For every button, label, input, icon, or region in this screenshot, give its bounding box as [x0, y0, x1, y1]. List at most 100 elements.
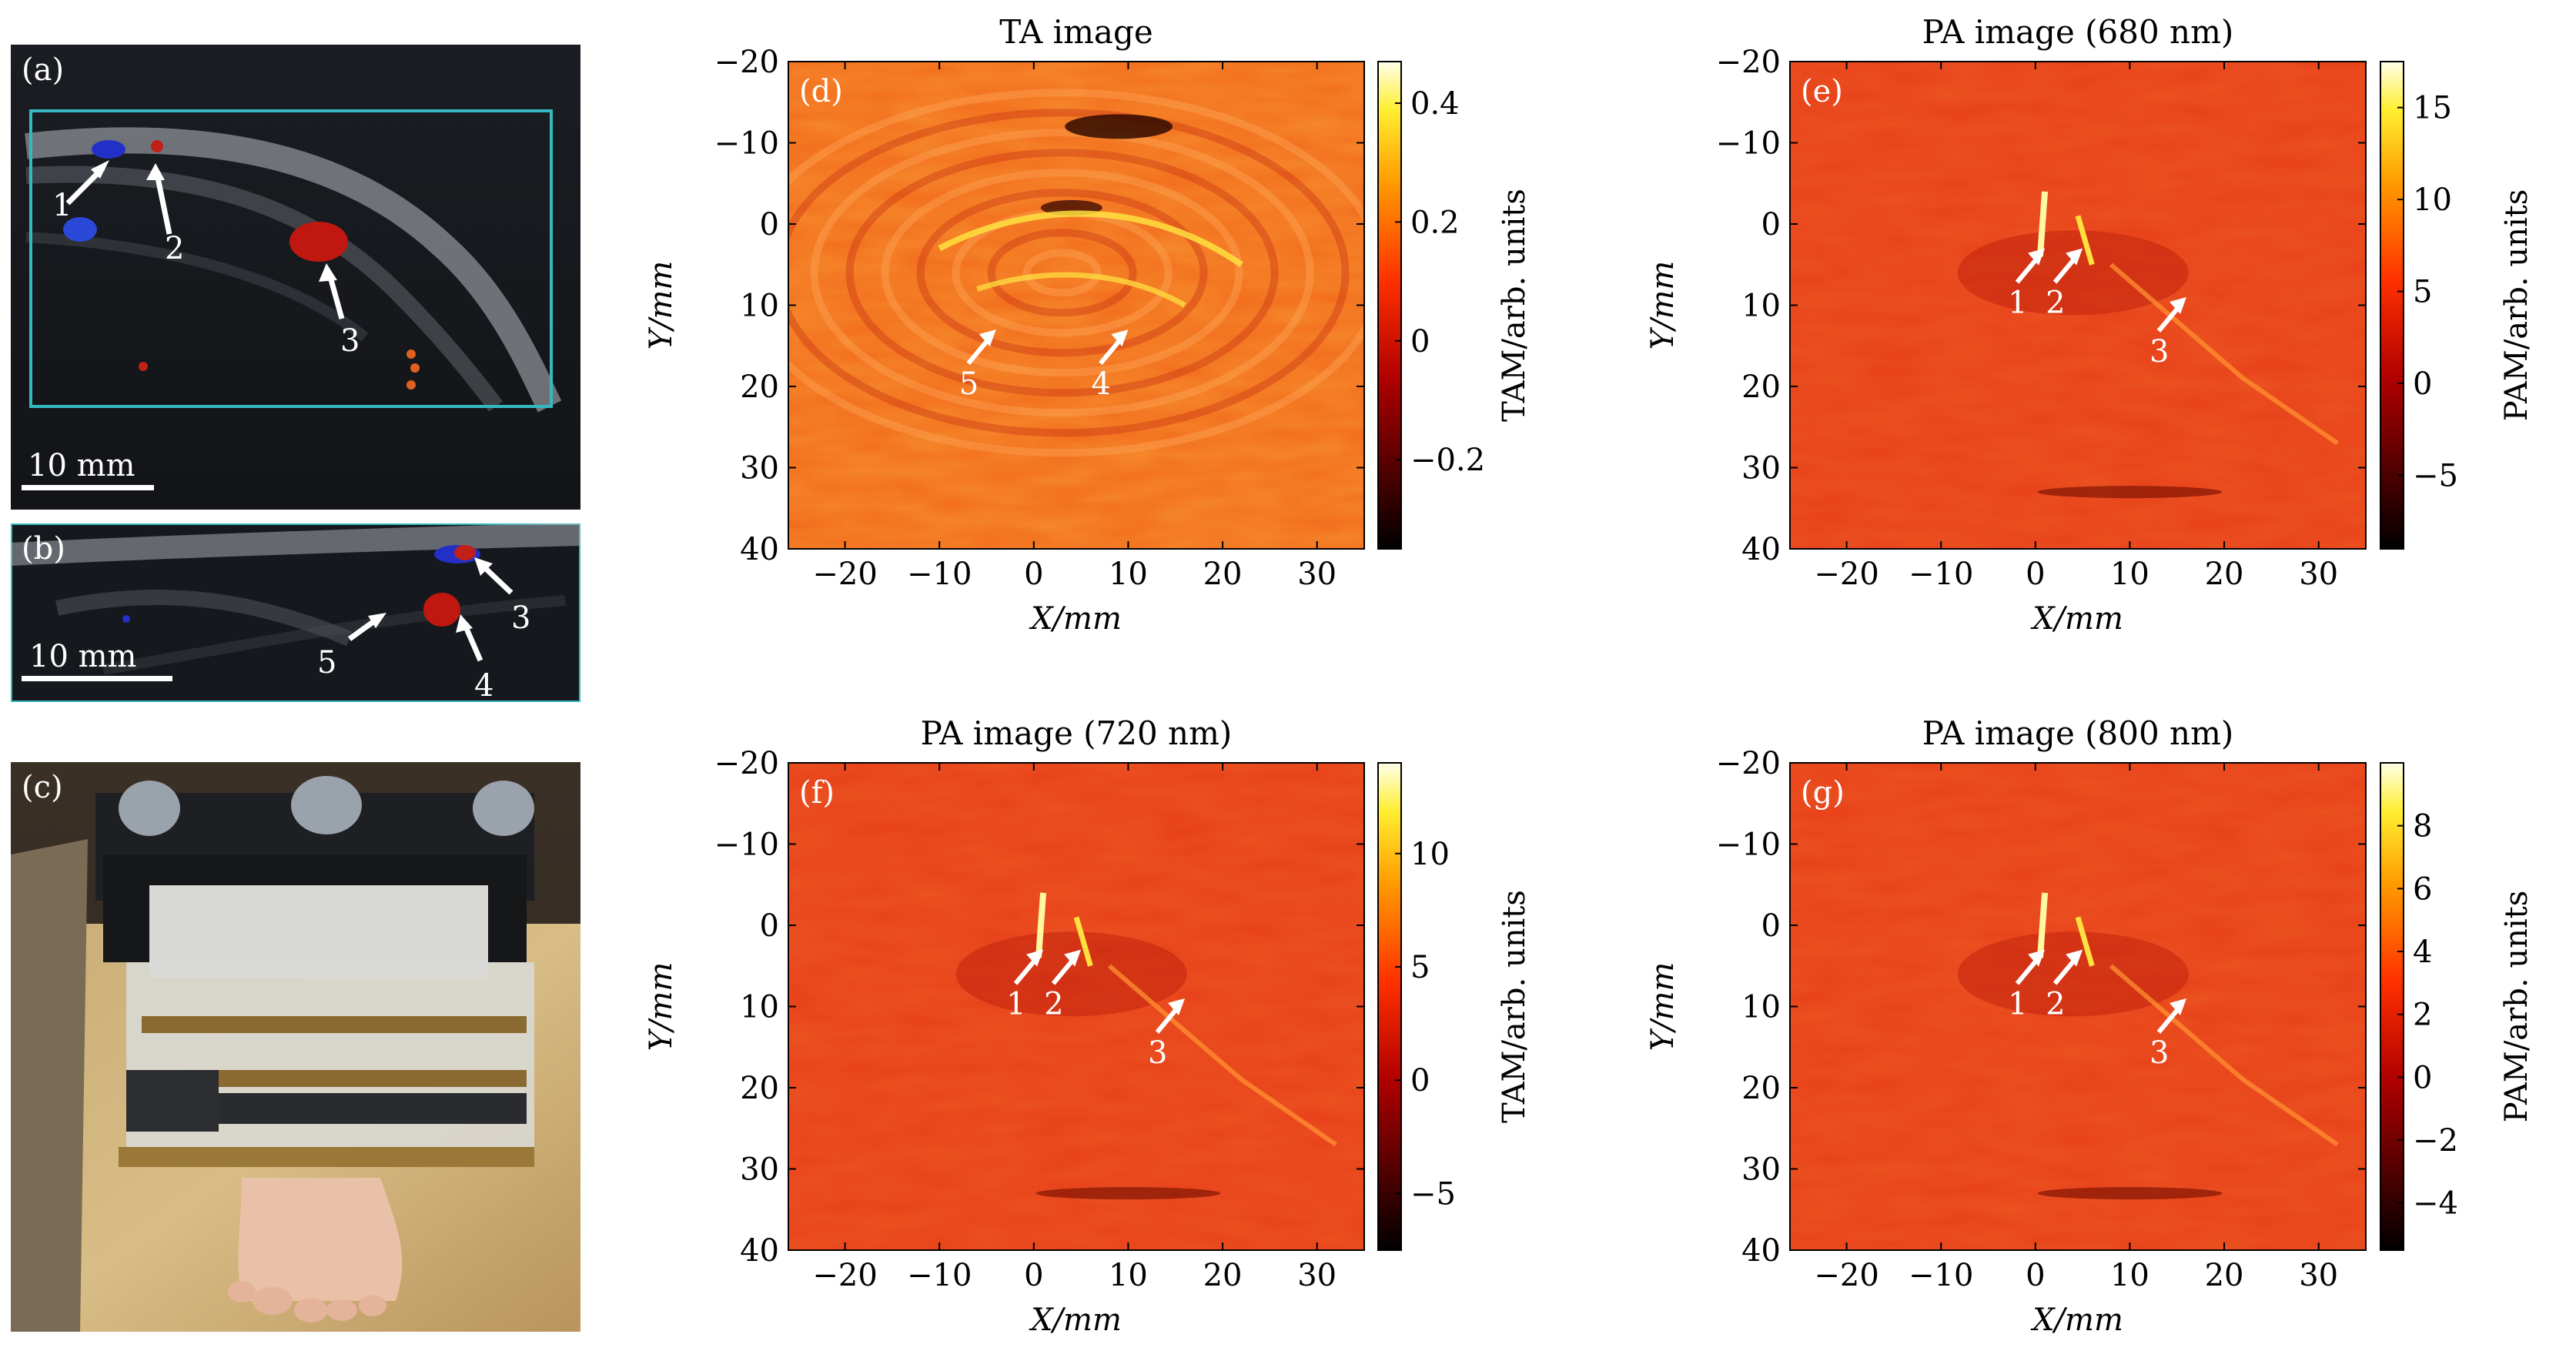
y-tick-label: 40 [1741, 532, 1781, 567]
annotation-arrowhead [2066, 248, 2083, 266]
scale-label-b: 10 mm [29, 639, 136, 674]
x-axis-label: X/mm [2030, 601, 2123, 637]
annotation-label: 3 [2149, 334, 2169, 370]
x-tick-label: 30 [1297, 1258, 1337, 1293]
y-tick-label: 30 [740, 451, 779, 487]
annotation-label: 3 [1148, 1035, 1167, 1071]
annotation-arrowhead [1026, 949, 1044, 967]
y-axis-label: Y/mm [1645, 962, 1681, 1052]
colorbar-tick-label: 0 [2413, 1060, 2432, 1095]
annotation-b-5: 5 [317, 645, 336, 680]
annotation-arrowhead [1111, 329, 1129, 347]
scale-bar-a [22, 485, 154, 490]
colorbar-label: PAM/arb. units [2499, 189, 2534, 421]
colorbar-tick-label: 0 [1410, 324, 1430, 359]
annotation-label: 4 [1091, 366, 1110, 402]
heatmap-texture [1790, 62, 2366, 549]
colorbar-tick-label: −5 [2413, 458, 2458, 493]
colorbar-tick-label: 5 [2413, 275, 2432, 310]
x-tick-label: 30 [1297, 557, 1337, 592]
ring-artifact [788, 89, 1364, 457]
x-tick-label: 10 [1109, 557, 1148, 592]
chart-title: PA image (720 nm) [921, 714, 1233, 752]
vessel-feature [2036, 892, 2049, 958]
y-tick-label: 20 [1741, 1071, 1781, 1106]
y-tick-label: 10 [740, 990, 779, 1025]
x-tick-label: −10 [907, 1258, 972, 1293]
y-tick-label: 10 [740, 289, 779, 324]
annotation-a-2: 2 [165, 231, 184, 266]
scale-label-a: 10 mm [28, 448, 135, 483]
vessel-feature [1107, 964, 1337, 1147]
colorbar-tick-label: 6 [2413, 871, 2432, 907]
y-tick-label: −10 [1716, 828, 1781, 863]
x-tick-label: 10 [1109, 1258, 1148, 1293]
vessel-feature [2075, 916, 2095, 967]
x-tick-label: 20 [1203, 1258, 1243, 1293]
panel-label-b: (b) [22, 531, 65, 567]
colorbar-tick-label: 10 [2413, 182, 2452, 218]
ring-artifact [845, 149, 1279, 397]
y-tick-label: 0 [1761, 207, 1781, 242]
heatmap-field [788, 62, 1364, 549]
panel-label: (g) [1801, 775, 1845, 811]
y-tick-label: 30 [1741, 451, 1781, 487]
heatmap-texture [788, 62, 1364, 549]
heatmap-panel-e: 1 2 3 (e) −20 −10 0 10 20 30 −20 −10 0 10 20 30 40 PA ima… [1645, 13, 2534, 637]
ring-artifact [916, 189, 1208, 357]
chart-title: TA image [999, 13, 1153, 51]
speckle-region [955, 931, 1187, 1017]
colorbar-tick-label: 10 [1410, 837, 1450, 872]
x-tick-label: 20 [2205, 557, 2244, 592]
panel-label: (e) [1801, 74, 1843, 109]
colorbar-tick-label: 5 [1410, 950, 1430, 985]
dark-feature [2037, 1187, 2223, 1200]
annotation-label: 3 [2149, 1035, 2169, 1071]
vessel-feature [2109, 964, 2339, 1147]
heatmap-panel-f: 1 2 3 (f) −20 −10 0 10 20 30 −20 −10 0 10 20 30 40 PA ima… [644, 714, 1532, 1338]
x-tick-label: 0 [2026, 557, 2045, 592]
annotation-b-4: 4 [474, 668, 493, 702]
vessel-feature [1073, 916, 1093, 967]
annotation-arrowhead [2170, 296, 2187, 314]
panel-label-a: (a) [22, 52, 64, 88]
annotation-a-3: 3 [340, 323, 360, 359]
annotation-label: 2 [2046, 987, 2065, 1022]
y-tick-label: 40 [740, 1233, 779, 1269]
setup-photo: (c) [11, 762, 580, 1332]
annotation-label: 5 [959, 366, 979, 402]
speckle-region [1957, 931, 2189, 1017]
y-tick-label: 40 [1741, 1233, 1781, 1269]
x-tick-label: 0 [2026, 1258, 2045, 1293]
ultrasound-image-b: 3 4 5 (b) 10 mm [11, 523, 580, 702]
colorbar-tick-label: −2 [2413, 1123, 2458, 1159]
x-tick-label: −20 [1814, 557, 1878, 592]
annotation-arrowhead [2028, 949, 2046, 967]
vessel-feature [2075, 215, 2095, 266]
colorbar-tick-label: 8 [2413, 809, 2432, 844]
colorbar-tick-label: 0.2 [1410, 205, 1460, 240]
colorbar [1377, 762, 1402, 1251]
heatmap-field [788, 763, 1364, 1250]
ring-artifact [987, 229, 1137, 317]
bright-feature [938, 210, 1243, 268]
y-tick-label: 0 [760, 908, 779, 944]
y-tick-label: −20 [1716, 746, 1781, 781]
y-tick-label: 30 [1741, 1152, 1781, 1188]
dark-feature [2037, 486, 2223, 499]
annotation-arrowhead [2170, 998, 2187, 1015]
x-axis-label: X/mm [1029, 1302, 1122, 1338]
annotation-arrowhead [2028, 248, 2046, 266]
y-axis-label: Y/mm [1645, 261, 1681, 350]
colorbar-tick-label: 2 [2413, 998, 2432, 1033]
colorbar-tick-label: −5 [1410, 1176, 1456, 1212]
x-tick-label: −20 [812, 557, 877, 592]
y-tick-label: 20 [740, 1071, 779, 1106]
colorbar [2380, 61, 2404, 550]
annotation-b-3: 3 [511, 600, 530, 636]
y-tick-label: −10 [714, 126, 779, 162]
colorbar [1377, 61, 1402, 550]
y-tick-label: −20 [714, 45, 779, 80]
y-tick-label: −10 [1716, 126, 1781, 162]
x-tick-label: −10 [1909, 557, 1973, 592]
